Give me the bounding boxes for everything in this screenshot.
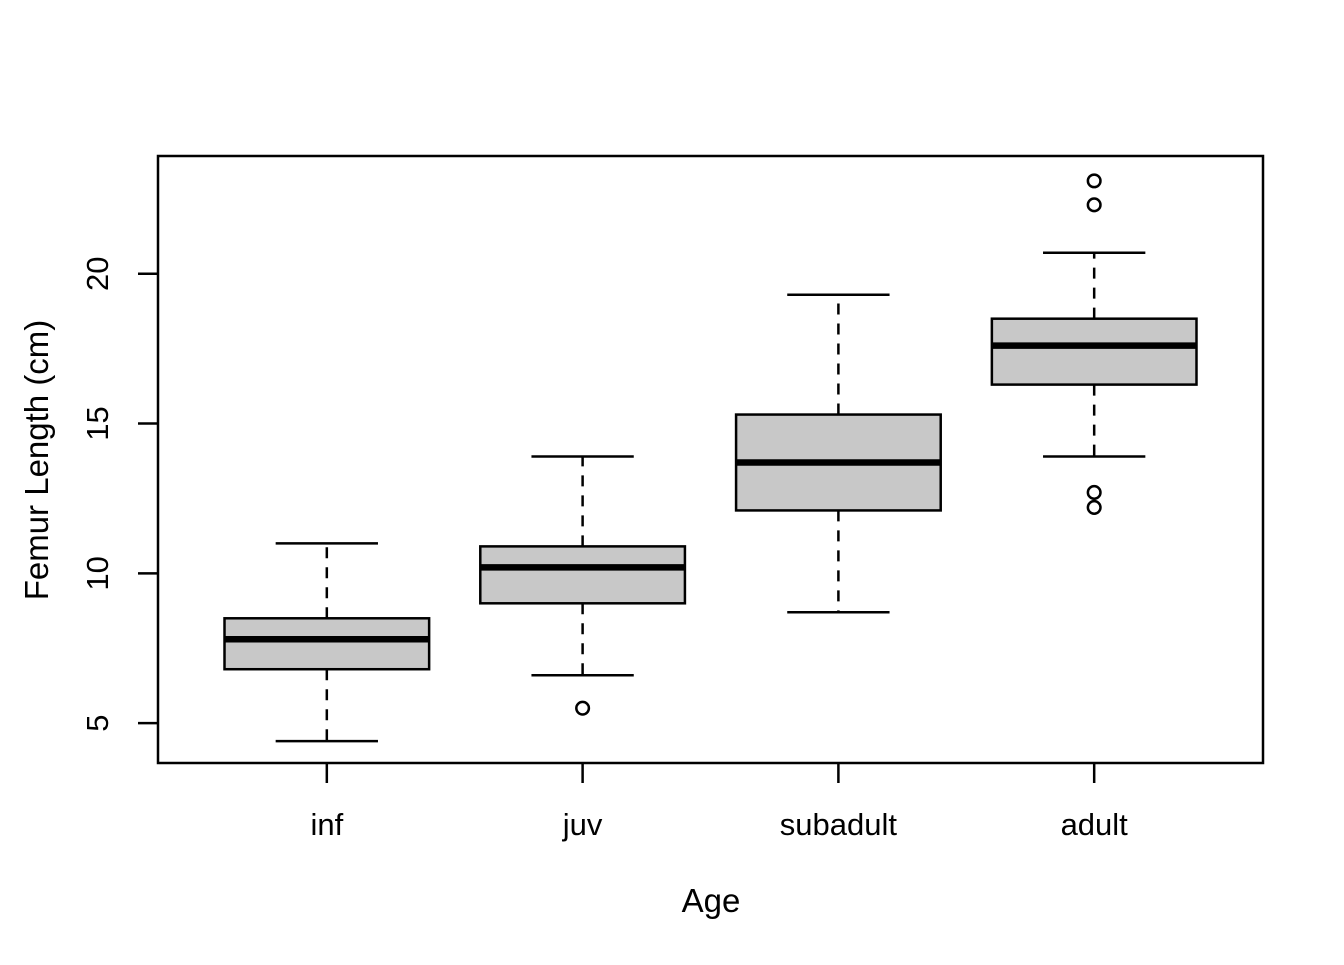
iqr-box-juv <box>479 545 687 605</box>
x-tick-label-inf: inf <box>310 807 343 842</box>
iqr-box-adult <box>990 317 1198 386</box>
y-tick-label-5: 5 <box>80 715 115 732</box>
outlier-point-adult <box>1086 499 1102 515</box>
y-tick-label-15: 15 <box>80 406 115 440</box>
y-axis-title: Femur Length (cm) <box>18 320 55 601</box>
x-tick-label-adult: adult <box>1061 807 1129 842</box>
axes-layer: inf juv subadult adult 5 10 15 20 <box>80 257 1128 842</box>
outlier-point-juv <box>575 700 591 716</box>
boxes-layer <box>223 317 1198 671</box>
outlier-point-adult <box>1086 173 1102 189</box>
plot-border <box>156 154 1265 765</box>
x-tick-label-subadult: subadult <box>780 807 898 842</box>
x-axis-title: Age <box>682 882 741 919</box>
whiskers-layer <box>275 251 1146 743</box>
iqr-box-inf <box>223 617 431 671</box>
y-tick-label-10: 10 <box>80 556 115 590</box>
outlier-point-adult <box>1086 197 1102 213</box>
x-tick-label-juv: juv <box>562 807 603 842</box>
outliers-layer <box>575 173 1102 716</box>
y-tick-label-20: 20 <box>80 257 115 291</box>
outlier-point-adult <box>1086 484 1102 501</box>
